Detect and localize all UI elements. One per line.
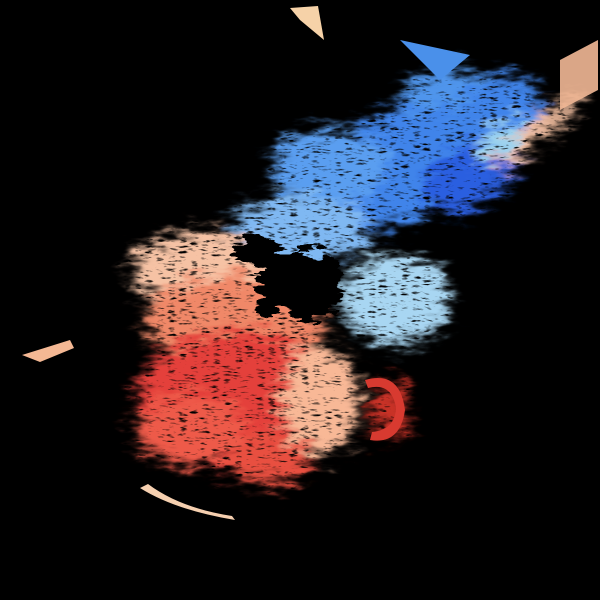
echo-field <box>130 69 583 485</box>
outer-echoes <box>22 6 598 520</box>
